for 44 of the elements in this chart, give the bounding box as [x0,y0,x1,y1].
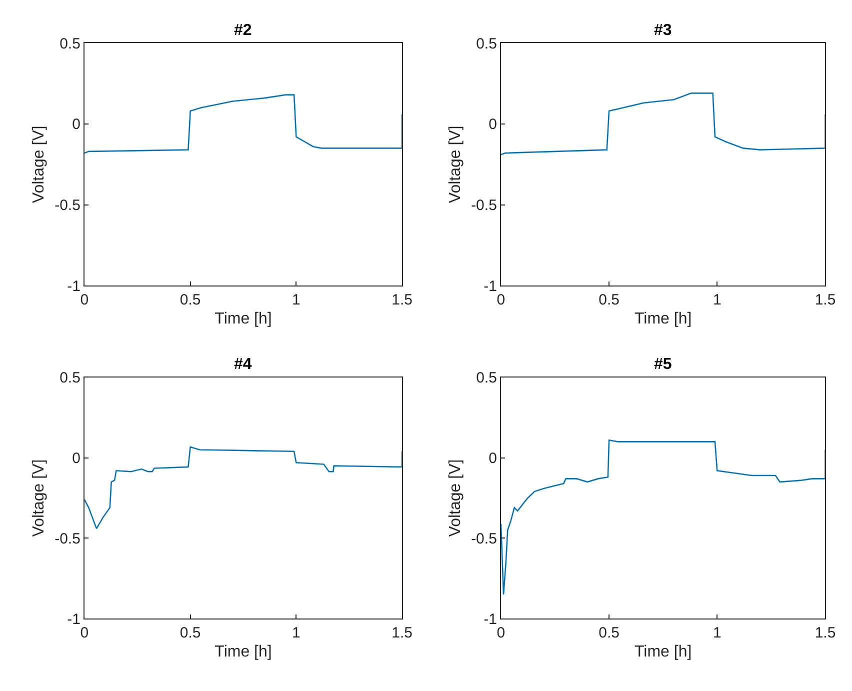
y-tick-label: -0.5 [471,197,497,214]
x-axis-title: Time [h] [214,310,272,328]
x-axis-title: Time [h] [214,643,272,660]
x-tick-label: 0.5 [180,292,201,309]
chart-title: #4 [234,356,252,373]
y-axis-title: Voltage [V] [30,126,48,204]
y-tick-label: 0.5 [476,370,497,387]
line-series [500,439,826,596]
chart-title: #3 [654,22,672,39]
x-tick-label: 0.5 [180,624,201,642]
y-tick-label: -1 [67,278,80,295]
y-tick-label: 0.5 [60,35,80,52]
y-tick-label: -1 [484,278,497,295]
x-tick-label: 1.5 [814,292,836,309]
x-axis-title: Time [h] [634,310,692,328]
x-tick-label: 1.5 [814,624,836,642]
x-tick-label: 1 [712,292,722,309]
y-axis-title: Voltage [V] [30,459,48,537]
line-series [84,94,402,154]
x-axis-title: Time [h] [634,643,692,660]
y-tick-label: -0.5 [471,530,497,548]
x-tick-label: 1 [292,292,300,309]
y-tick-label: 0.5 [60,370,80,387]
line-series [500,92,826,156]
x-tick-label: 1 [292,624,300,642]
x-tick-label: 1 [712,624,722,642]
y-tick-label: 0 [488,116,497,134]
y-tick-label: -0.5 [54,530,80,548]
y-tick-label: -0.5 [54,197,80,214]
y-tick-label: 0 [72,450,80,468]
chart-title: #2 [234,22,252,39]
x-tick-label: 0.5 [598,624,620,642]
y-tick-label: 0 [488,450,497,468]
x-tick-label: 0.5 [598,292,620,309]
x-tick-label: 1.5 [392,624,412,642]
x-tick-label: 1.5 [392,292,412,309]
y-axis-title: Voltage [V] [446,126,464,204]
chart-title: #5 [654,356,672,373]
y-tick-label: -1 [484,610,497,628]
y-tick-label: -1 [67,610,80,628]
line-series [84,446,402,530]
y-tick-label: 0.5 [476,35,497,52]
y-tick-label: 0 [72,116,80,134]
y-axis-title: Voltage [V] [446,459,464,537]
